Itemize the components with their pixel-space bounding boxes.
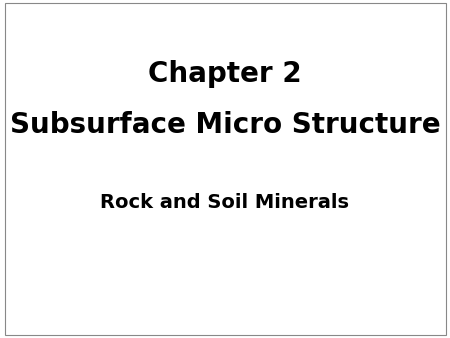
Text: Chapter 2: Chapter 2: [148, 61, 302, 88]
Text: Rock and Soil Minerals: Rock and Soil Minerals: [100, 193, 350, 212]
Text: Subsurface Micro Structure: Subsurface Micro Structure: [10, 111, 440, 139]
